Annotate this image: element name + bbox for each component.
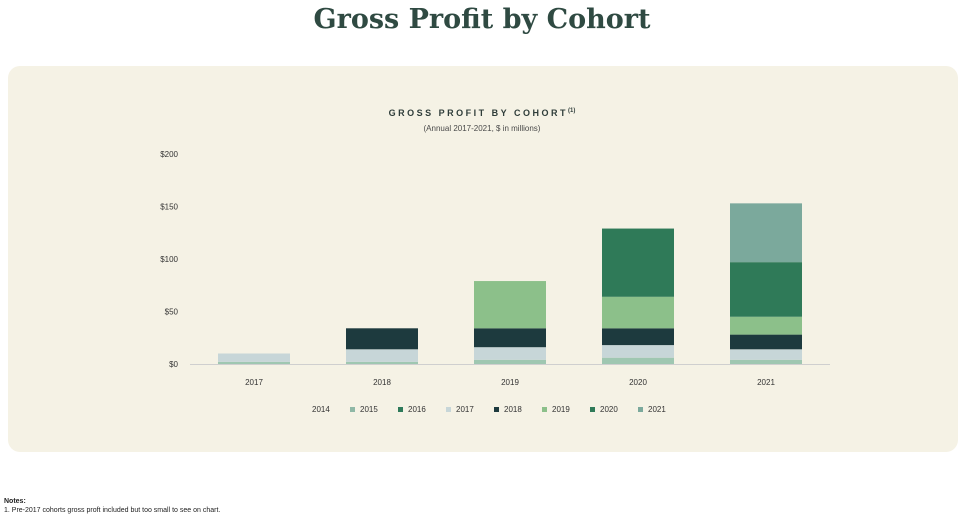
- bar-segment-pre2017: [346, 361, 418, 364]
- bar-segment-2019: [602, 296, 674, 329]
- bar-segment-2018: [474, 328, 546, 348]
- y-tick-label: $100: [160, 255, 178, 264]
- notes-item: 1. Pre-2017 cohorts gross proft included…: [4, 507, 221, 514]
- legend-swatch-2018: [494, 407, 499, 412]
- legend-label-2016: 2016: [408, 405, 426, 414]
- bar-segment-2018: [346, 328, 418, 350]
- bar-segment-pre2017: [602, 357, 674, 364]
- bar-segment-pre2017: [218, 361, 290, 364]
- chart-title-footnote: (1): [568, 108, 576, 114]
- notes: Notes: 1. Pre-2017 cohorts gross proft i…: [4, 497, 220, 515]
- bar-segment-2019: [474, 281, 546, 329]
- legend-label-2014: 2014: [312, 405, 330, 414]
- bar-segment-2017: [602, 345, 674, 358]
- bars: [218, 203, 802, 364]
- bar-segment-2017: [474, 347, 546, 360]
- bar-segment-2017: [346, 349, 418, 362]
- legend-swatch-2016: [398, 407, 403, 412]
- notes-heading: Notes:: [4, 498, 26, 505]
- y-tick-label: $50: [165, 308, 179, 317]
- bar-segment-2020: [730, 262, 802, 317]
- bar-segment-pre2017: [730, 359, 802, 364]
- legend-label-2020: 2020: [600, 405, 618, 414]
- bar-segment-2017: [218, 353, 290, 362]
- bar-segment-2018: [602, 328, 674, 346]
- x-axis: 2017 2018 2019 2020 2021: [245, 378, 775, 387]
- legend-label-2021: 2021: [648, 405, 666, 414]
- legend-label-2019: 2019: [552, 405, 570, 414]
- legend-swatch-2019: [542, 407, 547, 412]
- bar-segment-2019: [730, 316, 802, 335]
- chart-title: GROSS PROFIT BY COHORT(1): [0, 108, 964, 118]
- bar-segment-2021: [730, 203, 802, 263]
- y-tick-label: $200: [160, 150, 178, 159]
- chart-subtitle: (Annual 2017-2021, $ in millions): [423, 124, 541, 133]
- y-tick-label: $0: [169, 360, 178, 369]
- legend-label-2018: 2018: [504, 405, 522, 414]
- page-title: Gross Profit by Cohort: [313, 4, 651, 35]
- bar-segment-2020: [602, 228, 674, 297]
- x-tick-label: 2017: [245, 378, 263, 387]
- y-tick-label: $150: [160, 203, 178, 212]
- legend-label-2017: 2017: [456, 405, 474, 414]
- x-tick-label: 2021: [757, 378, 775, 387]
- bar-segment-2018: [730, 334, 802, 350]
- bar-segment-pre2017: [474, 359, 546, 364]
- legend: 2014 2015 2016 2017 2018 2019 2020 2021: [312, 405, 666, 414]
- y-axis: $0 $50 $100 $150 $200: [160, 150, 830, 369]
- x-tick-label: 2018: [373, 378, 391, 387]
- legend-swatch-2020: [590, 407, 595, 412]
- chart-title-text: GROSS PROFIT BY COHORT: [388, 108, 568, 118]
- x-tick-label: 2019: [501, 378, 519, 387]
- legend-label-2015: 2015: [360, 405, 378, 414]
- legend-swatch-2015: [350, 407, 355, 412]
- bar-segment-2017: [730, 349, 802, 360]
- legend-swatch-2021: [638, 407, 643, 412]
- legend-swatch-2017: [446, 407, 451, 412]
- x-tick-label: 2020: [629, 378, 647, 387]
